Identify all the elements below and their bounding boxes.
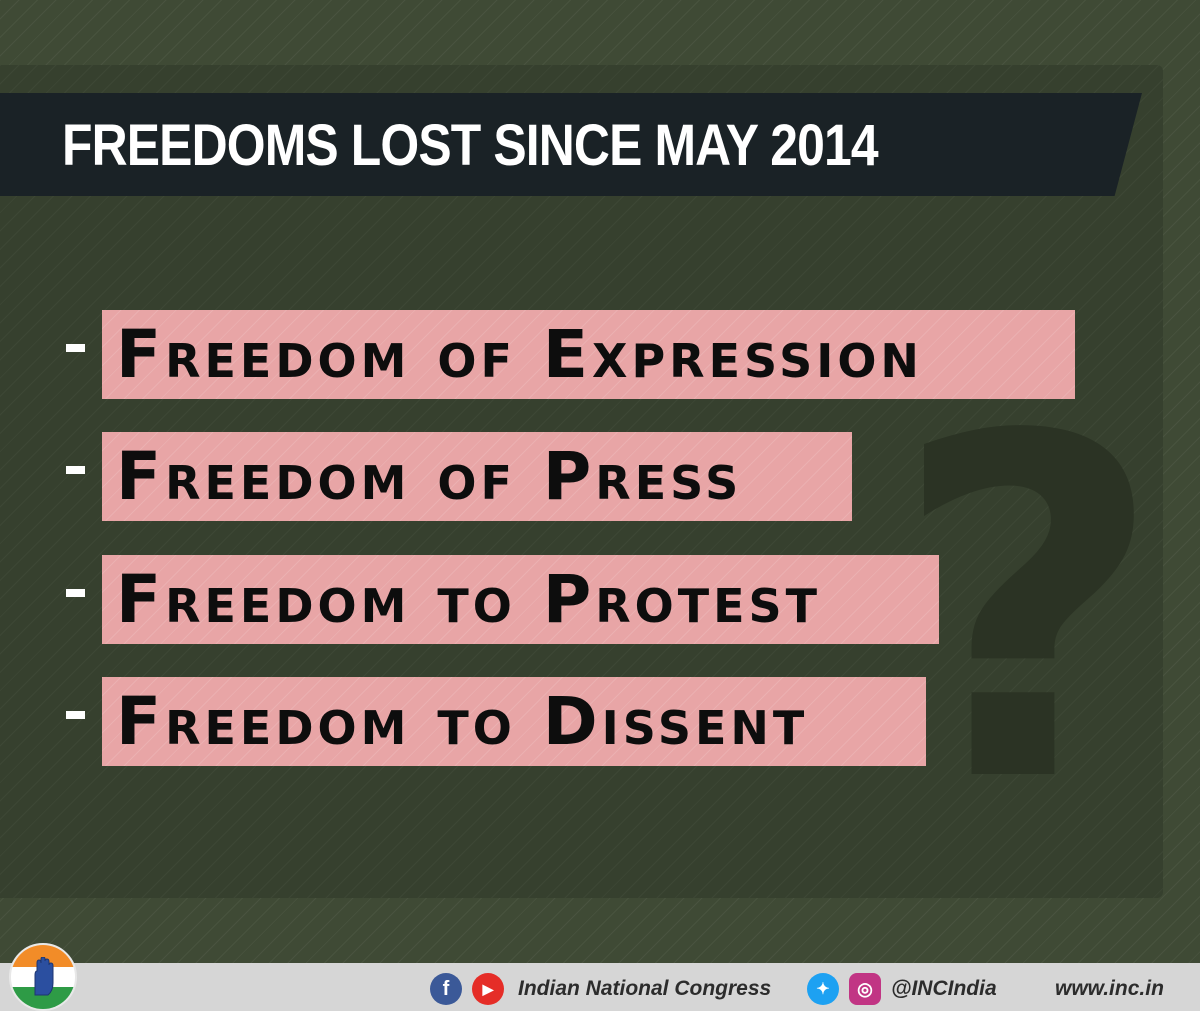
footer-social-right: ✦ ◎ @INCIndia	[807, 972, 997, 1006]
bullet-dash	[66, 711, 85, 719]
logo-green-band	[11, 987, 75, 1009]
bullet-dash	[66, 344, 85, 352]
list-item-highlight: Freedom of Expression	[102, 310, 1075, 399]
page-title: FREEDOMS LOST SINCE MAY 2014	[62, 112, 879, 178]
list-item-highlight: Freedom to Dissent	[102, 677, 926, 766]
list-item-label: Freedom to Dissent	[116, 682, 809, 760]
youtube-icon[interactable]: ▶	[472, 973, 504, 1005]
list-item-label: Freedom of Press	[116, 437, 743, 515]
list-item: Freedom of Press	[0, 432, 1100, 522]
list-item: Freedom to Protest	[0, 555, 1100, 645]
instagram-icon[interactable]: ◎	[849, 973, 881, 1005]
list-item-label: Freedom of Expression	[116, 315, 923, 393]
footer-website-row: www.inc.in	[1055, 972, 1164, 1006]
bullet-dash	[66, 589, 85, 597]
list-item-label: Freedom to Protest	[116, 560, 822, 638]
twitter-icon[interactable]: ✦	[807, 973, 839, 1005]
list-item: Freedom to Dissent	[0, 677, 1100, 767]
hand-icon	[34, 957, 54, 996]
list-item-highlight: Freedom to Protest	[102, 555, 939, 644]
title-banner	[0, 93, 1142, 196]
footer-social-left: f ▶ Indian National Congress	[430, 972, 771, 1006]
list-item-highlight: Freedom of Press	[102, 432, 852, 521]
list-item: Freedom of Expression	[0, 310, 1100, 400]
facebook-icon[interactable]: f	[430, 973, 462, 1005]
bullet-dash	[66, 466, 85, 474]
footer-handle[interactable]: @INCIndia	[891, 977, 997, 1000]
footer-bar	[0, 963, 1200, 1011]
logo-saffron-band	[11, 945, 75, 967]
footer-website[interactable]: www.inc.in	[1055, 977, 1164, 1000]
party-logo	[9, 943, 77, 1011]
footer-party-name: Indian National Congress	[518, 977, 772, 1000]
